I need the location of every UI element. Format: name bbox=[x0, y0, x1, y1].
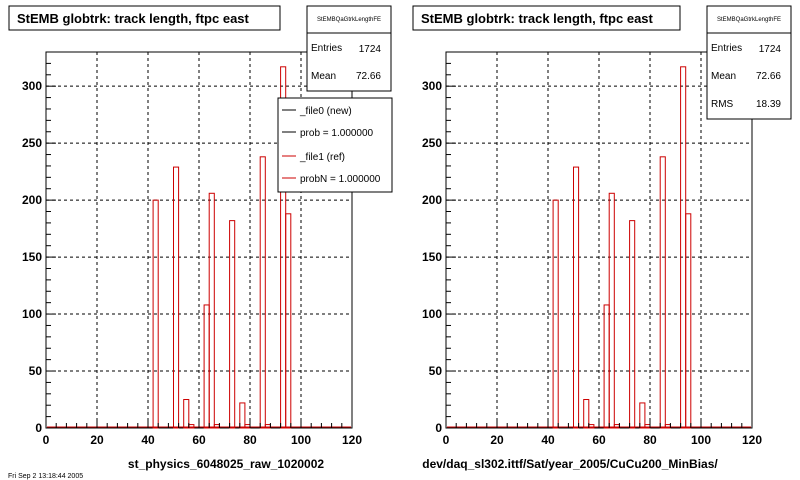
histogram-bin bbox=[685, 213, 692, 429]
x-tick-label: 80 bbox=[643, 433, 657, 447]
histogram-bin bbox=[583, 399, 590, 429]
x-tick-label: 60 bbox=[192, 433, 206, 447]
right-x-label: dev/daq_sl302.ittf/Sat/year_2005/CuCu200… bbox=[422, 457, 718, 471]
histogram-bin bbox=[629, 220, 636, 429]
histogram-bin bbox=[552, 199, 559, 429]
left-stats-box: StEMBQaGtrkLengthFE Entries 1724 Mean 72… bbox=[306, 5, 392, 92]
right-stats-entries-label: Entries bbox=[711, 43, 742, 54]
histogram-bin bbox=[285, 213, 292, 429]
x-tick-label: 80 bbox=[243, 433, 257, 447]
right-title-box: StEMB globtrk: track length, ftpc east bbox=[412, 5, 681, 31]
histogram-bin bbox=[573, 166, 580, 429]
y-tick-label: 50 bbox=[429, 364, 443, 378]
right-stats-rms-value: 18.39 bbox=[756, 99, 781, 110]
legend-entry-2: _file1 (ref) bbox=[299, 152, 345, 163]
right-title: StEMB globtrk: track length, ftpc east bbox=[421, 11, 654, 26]
x-tick-label: 60 bbox=[592, 433, 606, 447]
histogram-bin bbox=[173, 166, 180, 429]
legend-box: _file0 (new) prob = 1.000000 _file1 (ref… bbox=[277, 97, 393, 193]
histogram-bin bbox=[659, 156, 666, 429]
footer-timestamp: Fri Sep 2 13:18:44 2005 bbox=[8, 473, 83, 480]
right-stats-rms-label: RMS bbox=[711, 99, 734, 110]
x-tick-label: 20 bbox=[90, 433, 104, 447]
left-histogram-bars bbox=[47, 66, 351, 429]
y-tick-label: 300 bbox=[22, 79, 42, 93]
left-title: StEMB globtrk: track length, ftpc east bbox=[17, 11, 250, 26]
y-tick-label: 250 bbox=[22, 136, 42, 150]
y-tick-label: 150 bbox=[422, 250, 442, 264]
x-tick-label: 40 bbox=[141, 433, 155, 447]
left-grid bbox=[46, 52, 352, 428]
histogram-bin bbox=[608, 192, 615, 429]
left-stats-entries-value: 1724 bbox=[359, 44, 382, 55]
right-grid bbox=[446, 52, 752, 428]
right-histogram-bars bbox=[447, 66, 751, 429]
y-tick-label: 0 bbox=[435, 421, 442, 435]
legend-entry-1: prob = 1.000000 bbox=[300, 128, 374, 139]
right-axes: 0 20 40 60 80 100 120 0 50 100 150 200 250 300 bbox=[422, 62, 762, 447]
left-stats-mean-value: 72.66 bbox=[356, 71, 381, 82]
left-axes: 0 20 40 60 80 100 120 0 50 100 150 200 250 300 bbox=[22, 62, 362, 447]
y-tick-label: 50 bbox=[29, 364, 43, 378]
right-stats-mean-label: Mean bbox=[711, 71, 736, 82]
histogram-bin bbox=[639, 402, 646, 429]
x-tick-label: 120 bbox=[342, 433, 362, 447]
y-tick-label: 200 bbox=[422, 193, 442, 207]
y-tick-label: 100 bbox=[422, 307, 442, 321]
x-tick-label: 40 bbox=[541, 433, 555, 447]
y-tick-label: 100 bbox=[22, 307, 42, 321]
y-tick-label: 0 bbox=[35, 421, 42, 435]
x-tick-label: 100 bbox=[691, 433, 711, 447]
histogram-bin bbox=[259, 156, 266, 429]
x-tick-label: 20 bbox=[490, 433, 504, 447]
y-tick-label: 200 bbox=[22, 193, 42, 207]
x-tick-label: 0 bbox=[43, 433, 50, 447]
histogram-bin bbox=[208, 192, 215, 429]
right-stats-mean-value: 72.66 bbox=[756, 71, 781, 82]
y-tick-label: 150 bbox=[22, 250, 42, 264]
right-histogram-panel: 0 20 40 60 80 100 120 0 50 100 150 200 250 300 StEMB … bbox=[412, 5, 792, 471]
left-histogram-panel: 0 20 40 60 80 100 120 0 50 100 150 200 250 300 StEMB … bbox=[8, 5, 393, 480]
right-stats-box: StEMBQaGtrkLengthFE Entries 1724 Mean 72… bbox=[706, 5, 792, 120]
histogram-bin bbox=[229, 220, 236, 429]
left-stats-mean-label: Mean bbox=[311, 71, 336, 82]
left-stats-name: StEMBQaGtrkLengthFE bbox=[317, 17, 381, 23]
left-title-box: StEMB globtrk: track length, ftpc east bbox=[8, 5, 281, 31]
x-tick-label: 120 bbox=[742, 433, 762, 447]
histogram-bin bbox=[152, 199, 159, 429]
y-tick-label: 300 bbox=[422, 79, 442, 93]
left-stats-entries-label: Entries bbox=[311, 43, 342, 54]
legend-entry-3: probN = 1.000000 bbox=[300, 174, 381, 185]
x-tick-label: 100 bbox=[291, 433, 311, 447]
right-stats-entries-value: 1724 bbox=[759, 44, 782, 55]
right-stats-name: StEMBQaGtrkLengthFE bbox=[717, 17, 781, 23]
histogram-bin bbox=[183, 399, 190, 429]
left-x-label: st_physics_6048025_raw_1020002 bbox=[128, 457, 324, 471]
histogram-bin bbox=[239, 402, 246, 429]
x-tick-label: 0 bbox=[443, 433, 450, 447]
y-tick-label: 250 bbox=[422, 136, 442, 150]
legend-entry-0: _file0 (new) bbox=[299, 106, 352, 117]
